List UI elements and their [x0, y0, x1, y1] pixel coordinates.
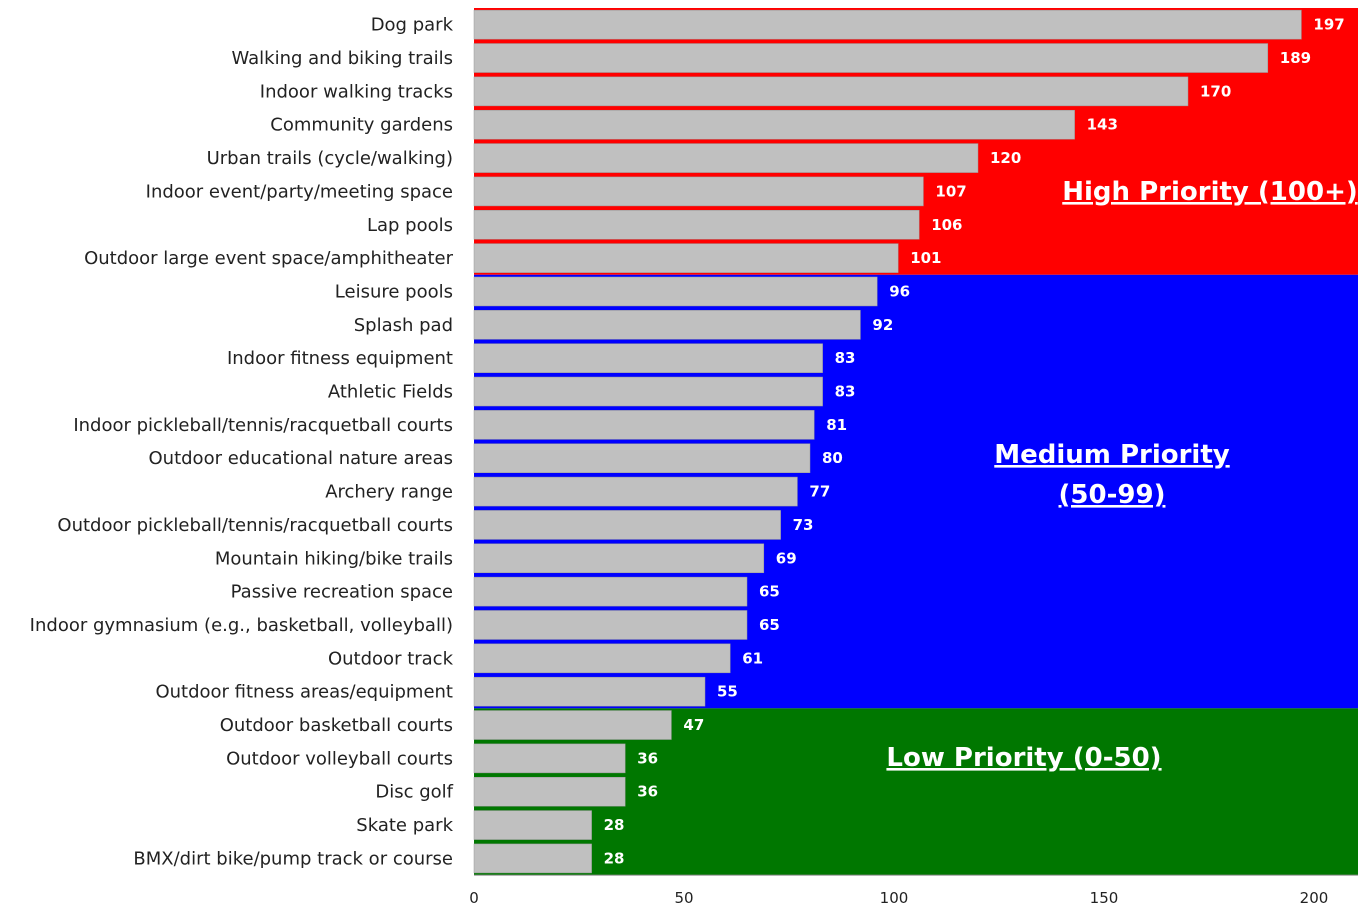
category-label: BMX/dirt bike/pump track or course [133, 848, 453, 869]
category-label: Leisure pools [335, 281, 453, 302]
bar [473, 276, 878, 307]
bar [473, 543, 765, 574]
category-label: Outdoor volleyball courts [226, 748, 453, 769]
value-label: 83 [835, 349, 856, 367]
category-label: Outdoor large event space/amphitheater [84, 248, 454, 269]
bar [473, 843, 592, 874]
bar [473, 143, 979, 173]
bar [473, 43, 1269, 73]
category-label: Splash pad [354, 315, 453, 336]
value-label: 170 [1200, 82, 1231, 100]
value-label: 83 [835, 383, 856, 401]
category-label: Outdoor pickleball/tennis/racquetball co… [57, 515, 453, 536]
category-label: Indoor walking tracks [260, 81, 453, 102]
category-label: Outdoor fitness areas/equipment [155, 682, 453, 703]
value-label: 28 [604, 816, 625, 834]
value-label: 47 [683, 716, 704, 734]
category-label: Mountain hiking/bike trails [215, 548, 453, 569]
x-tick-label: 150 [1090, 889, 1119, 907]
category-label: Urban trails (cycle/walking) [207, 148, 453, 169]
bar [473, 610, 748, 640]
zone-label: Low Priority (0-50) [886, 743, 1161, 773]
category-label: Skate park [356, 815, 453, 836]
bar [473, 710, 672, 740]
value-label: 107 [935, 182, 966, 200]
category-labels: Dog park Walking and biking trails Indoor … [30, 15, 454, 870]
bar [473, 109, 1075, 140]
zone-label: Medium Priority [994, 440, 1229, 470]
bar [473, 310, 861, 340]
category-label: Indoor fitness equipment [227, 348, 453, 369]
value-label: 36 [637, 783, 658, 801]
value-label: 65 [759, 616, 780, 634]
bar [473, 643, 731, 674]
category-label: Outdoor track [328, 648, 454, 669]
x-tick-label: 0 [469, 889, 479, 907]
bar [473, 676, 706, 707]
value-label: 69 [776, 549, 797, 567]
bar [473, 410, 815, 440]
bar [473, 76, 1189, 107]
zone-labels: High Priority (100+) Medium Priority (50-9… [886, 177, 1357, 773]
value-label: 92 [872, 316, 893, 334]
value-label: 106 [931, 216, 962, 234]
category-label: Dog park [371, 15, 454, 36]
value-label: 28 [604, 849, 625, 867]
zone-label: High Priority (100+) [1062, 177, 1357, 207]
x-tick-label: 100 [880, 889, 909, 907]
category-label: Walking and biking trails [231, 48, 453, 69]
category-label: Outdoor basketball courts [220, 715, 453, 736]
category-label: Indoor pickleball/tennis/racquetball cou… [73, 415, 453, 436]
category-label: Lap pools [367, 215, 453, 236]
bar [473, 376, 823, 407]
category-label: Disc golf [375, 782, 453, 803]
category-label: Community gardens [270, 115, 453, 136]
category-label: Archery range [325, 482, 453, 503]
bar [473, 210, 920, 240]
bar [473, 9, 1302, 40]
bar [473, 776, 626, 807]
value-label: 80 [822, 449, 843, 467]
value-label: 101 [910, 249, 941, 267]
category-label: Indoor event/party/meeting space [146, 181, 453, 202]
value-label: 81 [826, 416, 847, 434]
bar [473, 576, 748, 607]
x-tick-label: 200 [1300, 889, 1329, 907]
category-label: Indoor gymnasium (e.g., basketball, voll… [30, 615, 453, 636]
value-label: 65 [759, 583, 780, 601]
bar [473, 810, 592, 840]
bar [473, 176, 924, 207]
value-label: 96 [889, 282, 910, 300]
value-label: 197 [1313, 16, 1344, 34]
category-label: Outdoor educational nature areas [149, 448, 454, 469]
zone-label: (50-99) [1059, 480, 1166, 510]
x-tick-label: 50 [674, 889, 693, 907]
category-label: Athletic Fields [328, 382, 453, 403]
value-label: 61 [742, 649, 763, 667]
bar [473, 743, 626, 774]
value-label: 143 [1087, 116, 1118, 134]
value-label: 120 [990, 149, 1021, 167]
value-label: 189 [1280, 49, 1311, 67]
bar [473, 476, 798, 507]
value-label: 73 [793, 516, 814, 534]
value-label: 55 [717, 683, 738, 701]
category-label: Passive recreation space [231, 582, 453, 603]
bar [473, 443, 811, 473]
x-axis: 0 50 100 150 200 [469, 874, 1358, 907]
value-label: 77 [809, 483, 830, 501]
bar [473, 510, 781, 540]
value-label: 36 [637, 749, 658, 767]
bar [473, 343, 823, 373]
bars [473, 9, 1302, 874]
bar [473, 243, 899, 273]
